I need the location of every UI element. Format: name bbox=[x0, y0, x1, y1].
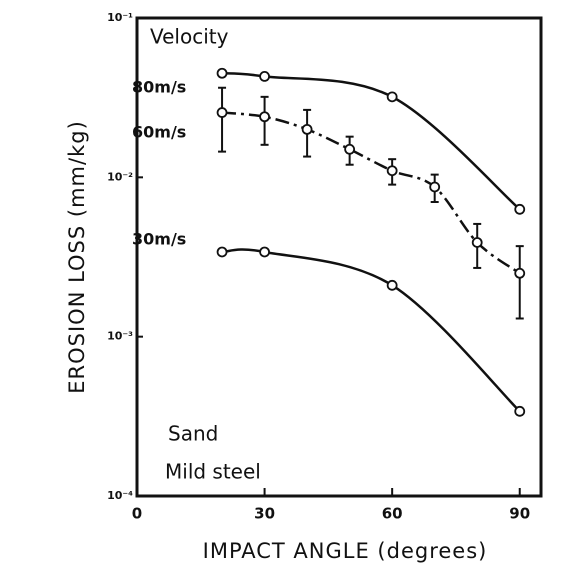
series-line bbox=[221, 248, 521, 413]
data-point bbox=[386, 91, 398, 103]
data-point bbox=[386, 279, 398, 291]
x-tick-label: 90 bbox=[509, 505, 530, 523]
y-tick-label: 10⁻² bbox=[107, 170, 133, 183]
y-tick-label: 10⁻⁴ bbox=[107, 489, 133, 502]
y-axis-label: EROSION LOSS (mm/kg) bbox=[65, 120, 89, 394]
annotation: Velocity bbox=[150, 25, 229, 49]
data-point bbox=[429, 181, 441, 193]
data-point bbox=[259, 71, 270, 82]
error-bar bbox=[218, 86, 227, 153]
annotation: Sand bbox=[168, 422, 218, 446]
x-tick-label: 30 bbox=[254, 505, 275, 523]
data-point bbox=[259, 111, 270, 123]
series-label: 30m/s bbox=[132, 230, 186, 249]
data-point bbox=[514, 267, 526, 279]
series-label: 80m/s bbox=[132, 78, 186, 97]
series-label: 60m/s bbox=[132, 123, 186, 142]
x-axis-label: IMPACT ANGLE (degrees) bbox=[203, 539, 488, 563]
error-bar bbox=[515, 245, 524, 320]
data-point bbox=[216, 107, 228, 118]
x-tick-label: 60 bbox=[382, 505, 403, 523]
data-point bbox=[216, 67, 228, 79]
plot-frame bbox=[135, 16, 543, 498]
data-point bbox=[471, 237, 483, 248]
data-point bbox=[514, 203, 526, 215]
x-tick-label: 0 bbox=[132, 505, 142, 523]
data-point bbox=[514, 405, 526, 417]
y-tick-label: 10⁻³ bbox=[107, 330, 133, 343]
annotation: Mild steel bbox=[165, 460, 261, 484]
data-point bbox=[344, 143, 356, 155]
series-line bbox=[221, 72, 521, 211]
data-point bbox=[386, 165, 398, 177]
y-tick-label: 10⁻¹ bbox=[107, 11, 133, 24]
data-point bbox=[216, 246, 228, 258]
data-point bbox=[301, 123, 313, 135]
data-point bbox=[259, 246, 270, 258]
